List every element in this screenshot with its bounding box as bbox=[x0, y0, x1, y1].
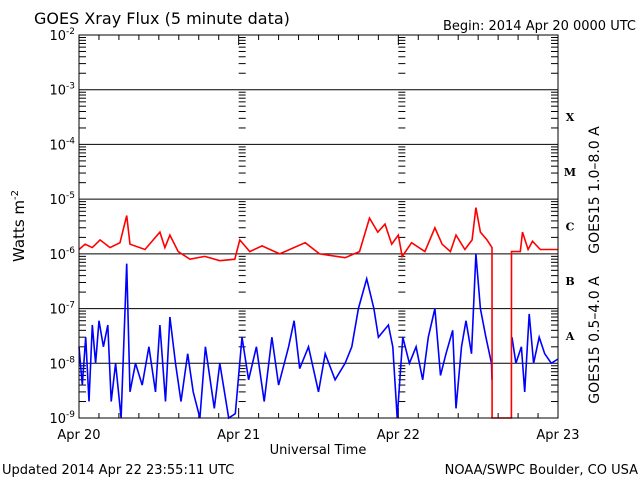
x-tick-label: Apr 21 bbox=[217, 428, 260, 443]
x-tick-label: Apr 22 bbox=[377, 428, 420, 443]
y-tick-label: 10-8 bbox=[49, 355, 75, 372]
x-tick-labels: Apr 20 Apr 21 Apr 22 Apr 23 bbox=[57, 428, 579, 443]
y-tick-label: 10-6 bbox=[49, 246, 75, 263]
chart-title: GOES Xray Flux (5 minute data) bbox=[34, 9, 290, 28]
grid-lines bbox=[79, 89, 558, 364]
legend-short-channel: GOES15 0.5–4.0 A bbox=[587, 276, 603, 404]
y-tick-label: 10-7 bbox=[49, 301, 75, 318]
series-line-long bbox=[78, 207, 558, 419]
y-tick-label: 10-2 bbox=[49, 27, 75, 44]
flare-class-B: B bbox=[565, 275, 574, 288]
y-axis-label: Watts m-2 bbox=[10, 190, 28, 262]
flare-class-labels: X M C B A bbox=[564, 111, 576, 343]
y-tick-label: 10-5 bbox=[49, 191, 75, 208]
series-lines bbox=[78, 207, 559, 420]
plot-frame bbox=[78, 34, 559, 419]
flare-class-X: X bbox=[566, 111, 575, 124]
series-line-short bbox=[78, 253, 559, 420]
begin-time: Begin: 2014 Apr 20 0000 UTC bbox=[443, 19, 636, 34]
updated-time: Updated 2014 Apr 22 23:55:11 UTC bbox=[2, 463, 234, 478]
y-tick-label: 10-4 bbox=[49, 136, 75, 153]
y-tick-label: 10-3 bbox=[49, 82, 75, 99]
y-tick-labels: 10-2 10-3 10-4 10-5 10-6 10-7 10-8 10-9 bbox=[49, 27, 75, 427]
x-tick-label: Apr 23 bbox=[536, 428, 579, 443]
x-axis-label: Universal Time bbox=[270, 443, 367, 458]
y-tick-label: 10-9 bbox=[49, 410, 75, 427]
flare-class-M: M bbox=[564, 166, 576, 179]
x-tick-label: Apr 20 bbox=[57, 428, 100, 443]
legend-long-channel: GOES15 1.0–8.0 A bbox=[587, 126, 603, 254]
source-credit: NOAA/SWPC Boulder, CO USA bbox=[445, 463, 638, 478]
flare-class-A: A bbox=[565, 330, 575, 343]
flare-class-C: C bbox=[566, 221, 575, 234]
